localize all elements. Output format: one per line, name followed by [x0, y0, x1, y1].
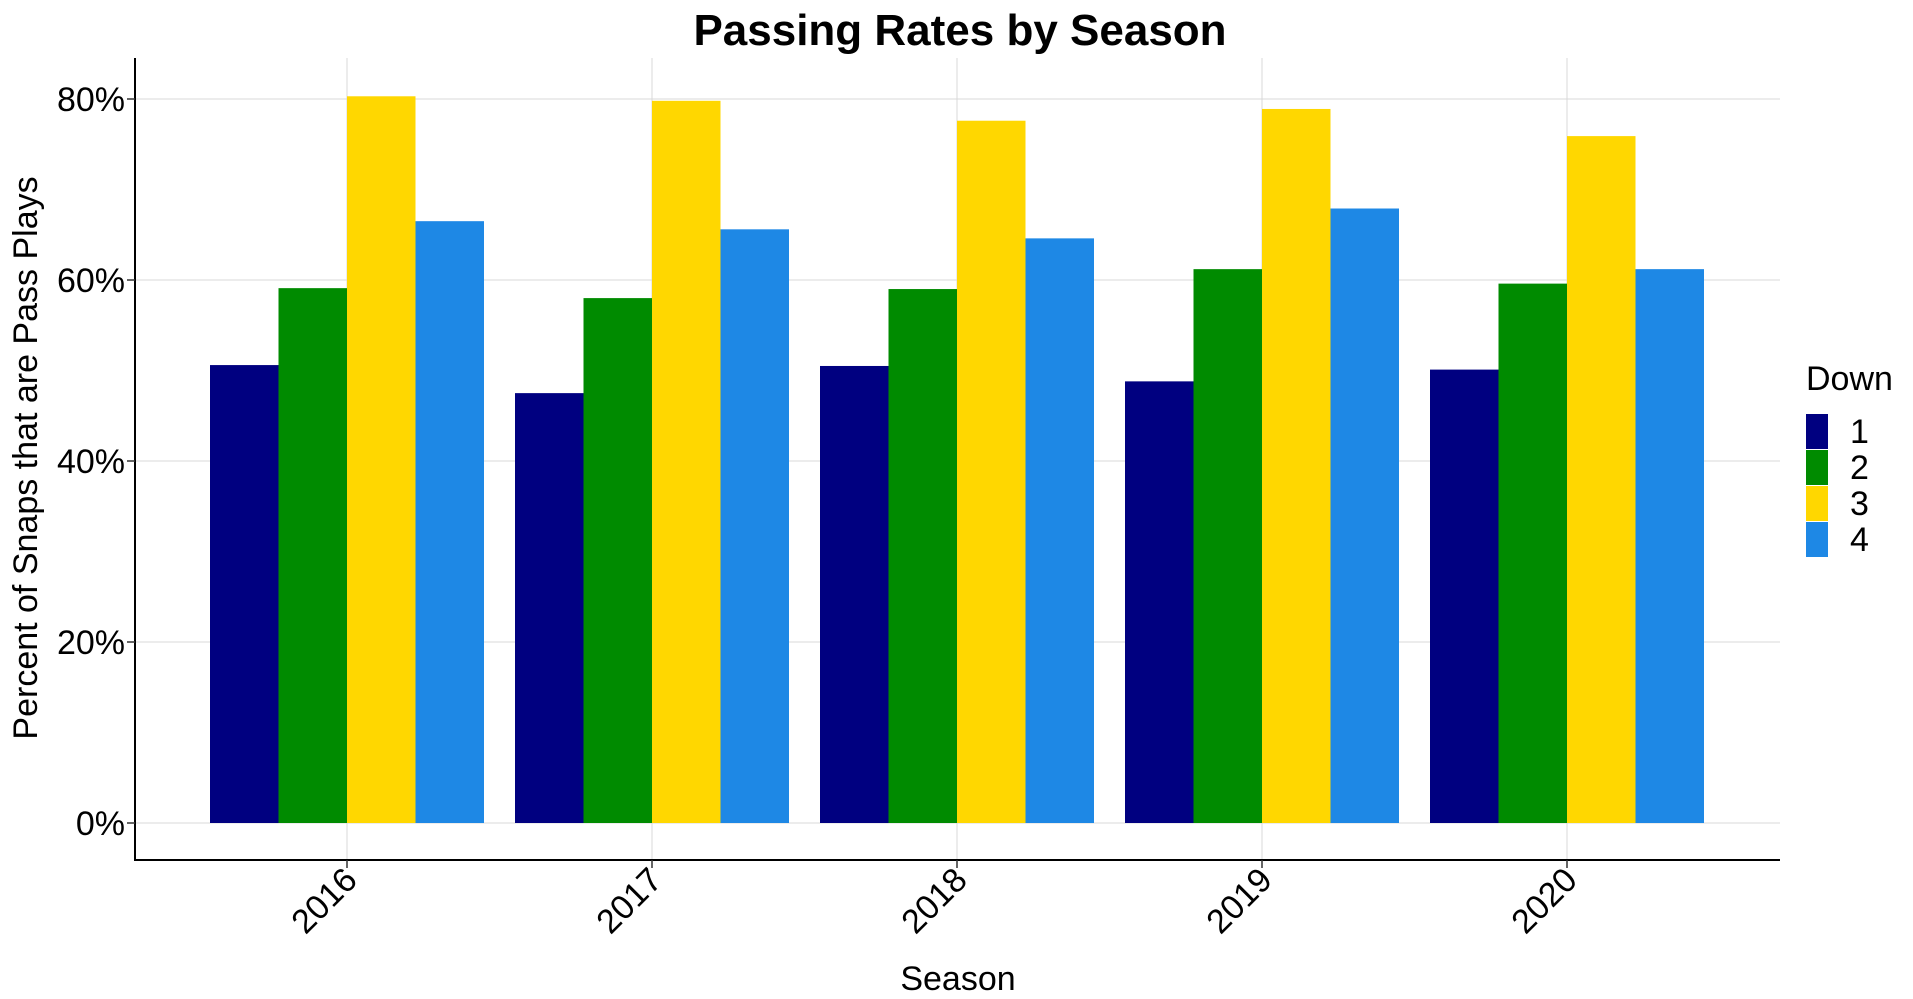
y-axis-title: Percent of Snaps that are Pass Plays	[7, 176, 45, 739]
bar-2018-down-2	[888, 289, 957, 823]
bar-2016-down-2	[278, 288, 347, 823]
bar-2019-down-4	[1330, 208, 1399, 823]
y-tick-label: 40%	[57, 443, 125, 481]
bar-2016-down-3	[347, 96, 416, 823]
legend-label-4: 4	[1850, 521, 1869, 559]
bars	[210, 96, 1704, 824]
y-tick-label: 0%	[76, 805, 125, 843]
bar-2020-down-3	[1567, 136, 1636, 824]
legend-label-2: 2	[1850, 449, 1869, 487]
bar-2018-down-4	[1025, 238, 1094, 823]
y-tick-label: 60%	[57, 262, 125, 300]
chart-title: Passing Rates by Season	[693, 6, 1226, 55]
x-axis-title: Season	[900, 960, 1015, 998]
bar-2017-down-2	[583, 298, 652, 824]
bar-2017-down-1	[515, 393, 584, 823]
bar-2019-down-1	[1125, 381, 1194, 823]
bar-2017-down-4	[720, 229, 789, 823]
legend-title: Down	[1806, 360, 1893, 398]
bar-2020-down-4	[1635, 269, 1704, 823]
bar-2019-down-2	[1193, 269, 1262, 823]
bar-2016-down-4	[415, 221, 484, 824]
legend-key-2	[1806, 450, 1828, 485]
legend-key-3	[1806, 486, 1828, 521]
legend-label-1: 1	[1850, 413, 1869, 451]
bar-2020-down-2	[1498, 283, 1567, 823]
legend-label-3: 3	[1850, 485, 1869, 523]
bar-2016-down-1	[210, 365, 279, 823]
legend-key-1	[1806, 414, 1828, 449]
bar-2017-down-3	[652, 100, 721, 823]
bar-2018-down-3	[957, 120, 1026, 824]
bar-2019-down-3	[1262, 108, 1331, 823]
y-axis-ticks: 0% 20% 40% 60% 80%	[57, 81, 135, 843]
y-tick-label: 80%	[57, 81, 125, 119]
legend-key-4	[1806, 522, 1828, 557]
y-tick-label: 20%	[57, 624, 125, 662]
bar-2020-down-1	[1430, 369, 1499, 823]
bar-2018-down-1	[820, 365, 889, 823]
